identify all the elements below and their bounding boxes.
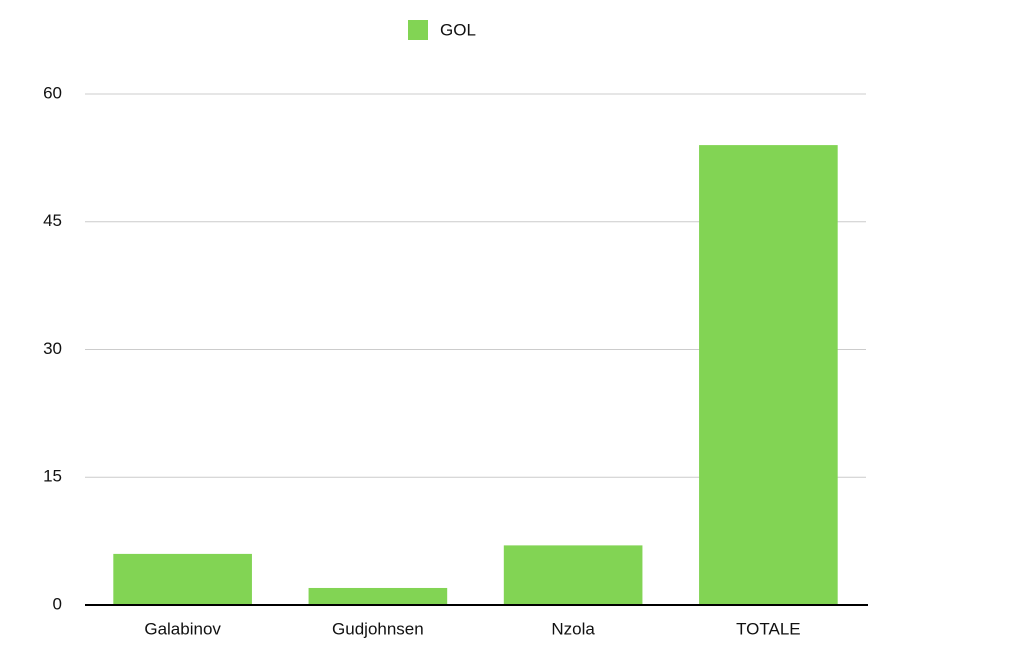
x-tick-label: Galabinov [144, 619, 221, 638]
bar [113, 553, 252, 605]
x-tick-label: TOTALE [736, 619, 801, 638]
y-tick-label: 0 [53, 594, 62, 613]
legend-swatch [408, 20, 428, 40]
bar [699, 145, 838, 605]
x-tick-label: Gudjohnsen [332, 619, 424, 638]
bar [308, 587, 448, 605]
legend-label: GOL [440, 20, 476, 39]
y-tick-label: 30 [43, 339, 62, 358]
x-tick-label: Nzola [551, 619, 595, 638]
bar [503, 545, 643, 605]
y-tick-label: 15 [43, 467, 62, 486]
y-tick-label: 60 [43, 83, 62, 102]
y-tick-label: 45 [43, 211, 62, 230]
